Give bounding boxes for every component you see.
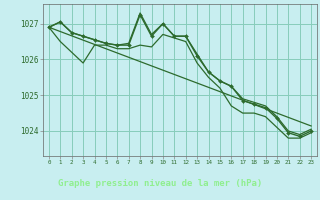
Text: Graphe pression niveau de la mer (hPa): Graphe pression niveau de la mer (hPa) [58, 179, 262, 188]
